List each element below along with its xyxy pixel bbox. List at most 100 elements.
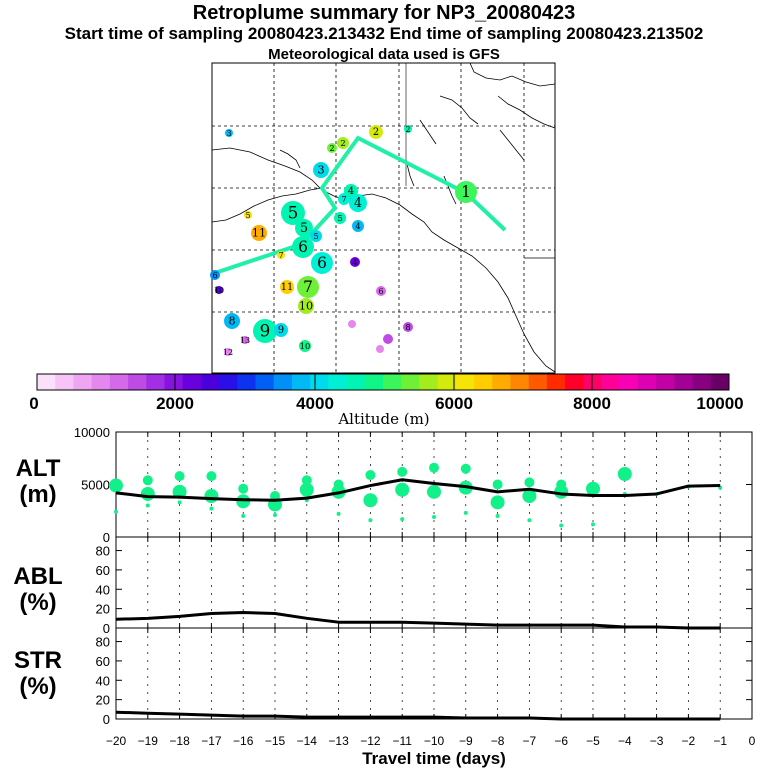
plume-cluster-marker [225, 129, 233, 137]
alt-label-name: ALT [15, 455, 61, 482]
x-axis-title: Travel time (days) [362, 749, 506, 768]
y-tick-label: 40 [96, 582, 110, 597]
abl-panel-label: ABL (%) [3, 564, 73, 616]
y-tick-label: 0 [103, 530, 110, 545]
plume-cluster-marker [313, 162, 329, 178]
plume-cluster-marker [253, 319, 277, 343]
altitude-cluster-bubble [363, 493, 378, 508]
plume-cluster-marker [251, 225, 267, 241]
plume-cluster-marker [299, 340, 311, 352]
altitude-cluster-bubble [365, 470, 376, 481]
series-line [115, 611, 721, 630]
altitude-cluster-bubble [397, 466, 408, 477]
altitude-cluster-bubble [145, 503, 150, 508]
colorbar-swatch [674, 374, 694, 390]
colorbar-frame [36, 373, 730, 391]
plume-cluster-marker [281, 201, 305, 225]
x-tick-label: −18 [169, 734, 190, 748]
plume-cluster-marker [350, 257, 360, 267]
plume-cluster-label: 2 [405, 125, 410, 134]
altitude-cluster-bubble [586, 481, 600, 496]
colorbar-swatch [583, 374, 603, 390]
page-title: Retroplume summary for NP3_20080423 [192, 2, 576, 24]
plume-cluster-label: 10 [214, 286, 224, 295]
y-tick-label: 40 [96, 673, 110, 688]
altitude-cluster-bubble [270, 491, 280, 502]
plume-cluster-marker [241, 336, 249, 344]
altitude-cluster-bubble [177, 500, 182, 505]
colorbar-tick: 2000 [156, 394, 194, 413]
colorbar-swatch [182, 374, 202, 390]
str-panel-label: STR (%) [3, 648, 73, 700]
y-tick-label: 10000 [74, 425, 110, 440]
str-label-name: STR [14, 647, 62, 674]
met-data-line: Meteorological data used is GFS [268, 46, 500, 63]
plume-cluster-marker [369, 125, 383, 139]
series-line [115, 710, 721, 721]
x-tick-label: −14 [297, 734, 318, 748]
altitude-cluster-bubble [238, 483, 249, 494]
plume-cluster-marker [210, 270, 220, 280]
altitude-cluster-bubble [114, 509, 118, 514]
x-tick-label: −5 [586, 734, 600, 748]
plume-cluster-label: 1 [461, 183, 471, 201]
colorbar-swatch [419, 374, 439, 390]
plume-cluster-label: 8 [405, 323, 410, 332]
colorbar-swatch [619, 374, 639, 390]
y-tick-label: 60 [96, 654, 110, 669]
altitude-cluster-bubble [299, 482, 314, 497]
altitude-cluster-bubble [206, 471, 217, 482]
altitude-cluster-bubble [524, 477, 535, 488]
colorbar-swatch [73, 374, 93, 390]
altitude-cluster-bubble [333, 479, 344, 490]
plume-cluster-label: 7 [303, 278, 313, 296]
altitude-cluster-bubble [368, 518, 373, 523]
plume-cluster-label: 5 [300, 220, 308, 235]
x-tick-label: −12 [360, 734, 381, 748]
colorbar-swatch [219, 374, 238, 390]
x-tick-label: −4 [618, 734, 632, 748]
plume-cluster-label: 10 [299, 300, 313, 313]
altitude-cluster-bubble [432, 515, 436, 520]
colorbar-swatch [291, 374, 311, 390]
plume-cluster-label: 10 [300, 341, 311, 351]
altitude-cluster-bubble [591, 522, 595, 527]
alt-panel-label: ALT (m) [3, 456, 73, 508]
altitude-cluster-bubble [109, 478, 123, 493]
colorbar-swatch [492, 374, 511, 390]
x-tick-label: −6 [554, 734, 568, 748]
coastline [211, 147, 556, 373]
colorbar-swatch [455, 374, 475, 390]
colorbar-swatch [128, 374, 147, 390]
abl-label-name: ABL [13, 563, 63, 590]
plume-cluster-marker [383, 334, 393, 344]
plume-cluster-marker [224, 313, 240, 329]
colorbar-swatch [546, 374, 566, 390]
plume-cluster-marker [337, 137, 349, 149]
colorbar-swatch [164, 374, 184, 390]
x-tick-label: −7 [523, 734, 537, 748]
plume-cluster-label: 2 [329, 144, 334, 153]
plume-cluster-marker [349, 194, 367, 212]
plume-cluster-label: 9 [260, 320, 271, 340]
altitude-colorbar [36, 373, 730, 391]
x-tick-label: −17 [201, 734, 222, 748]
plume-cluster-label: 5 [245, 211, 250, 220]
plume-cluster-marker [311, 252, 333, 274]
plume-cluster-label: 3 [226, 129, 231, 138]
y-tick-label: 20 [96, 602, 110, 617]
abl-label-unit: (%) [19, 589, 57, 616]
plume-cluster-marker [295, 219, 313, 237]
altitude-cluster-bubble [209, 506, 214, 511]
plume-cluster-label: 5 [288, 202, 299, 222]
str-label-unit: (%) [19, 673, 57, 700]
colorbar-swatch [474, 374, 493, 390]
colorbar-swatch [510, 374, 530, 390]
altitude-cluster-bubble [336, 511, 341, 516]
coastline [439, 95, 479, 125]
x-tick-label: 0 [749, 734, 756, 748]
y-tick-label: 0 [103, 621, 110, 636]
altitude-cluster-bubble [492, 479, 503, 490]
colorbar-swatch [656, 374, 675, 390]
plume-cluster-label: 13 [240, 336, 250, 345]
